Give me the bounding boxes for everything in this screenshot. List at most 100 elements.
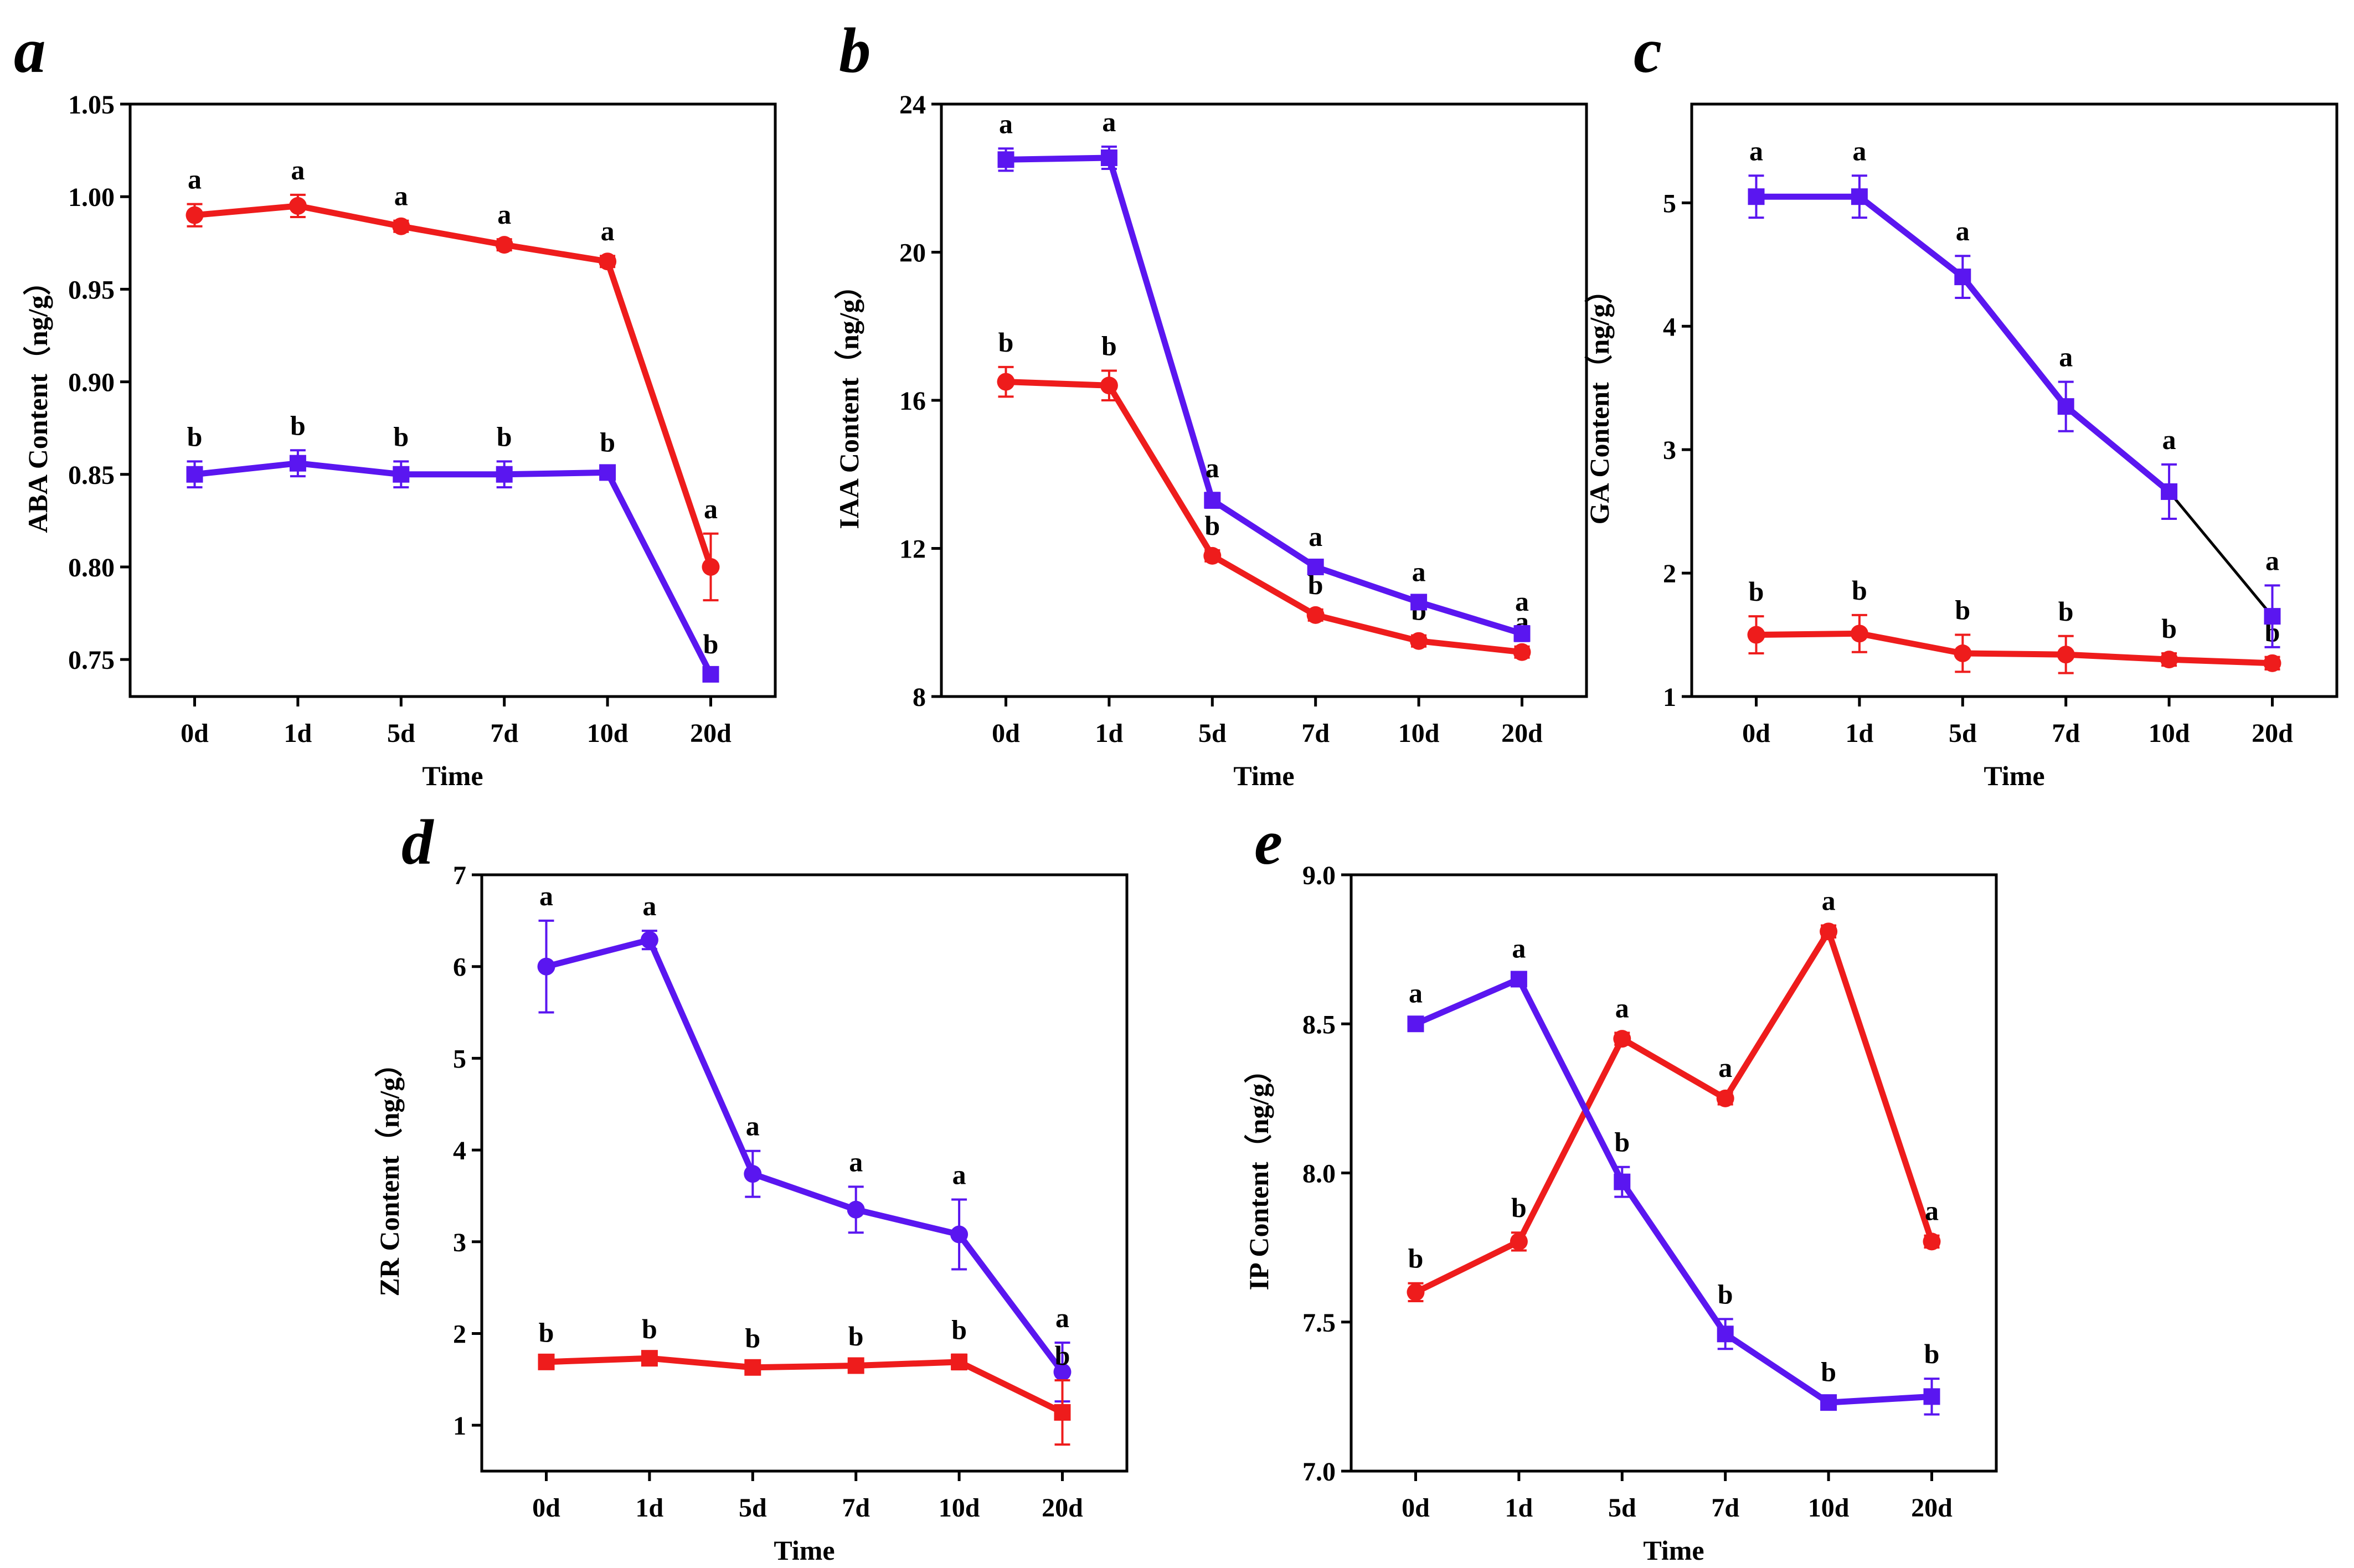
x-axis-title: Time	[1984, 760, 2044, 791]
y-tick-label: 7.5	[1302, 1308, 1336, 1338]
series-line-segment	[2167, 490, 2274, 618]
x-tick-label: 20d	[1911, 1493, 1953, 1523]
y-tick-label: 24	[899, 90, 926, 120]
significance-letter: b	[2058, 596, 2074, 627]
data-point-circle	[1510, 1232, 1528, 1251]
y-tick-label: 16	[899, 386, 926, 416]
x-tick-label: 0d	[992, 719, 1020, 748]
x-tick-label: 10d	[1398, 719, 1440, 748]
significance-letter: a	[1718, 1052, 1732, 1083]
series-line-segment	[1003, 154, 1112, 163]
series-line-segment	[604, 258, 714, 570]
data-point-circle	[1923, 1232, 1941, 1251]
significance-letter: b	[187, 421, 203, 452]
y-tick-label: 20	[899, 239, 926, 268]
data-point-circle	[1053, 1363, 1072, 1381]
significance-letter: a	[188, 164, 202, 195]
y-tick-label: 0.85	[68, 461, 115, 490]
data-point-circle	[1306, 606, 1325, 624]
series-line-segment	[1415, 638, 1525, 656]
series-line-segment	[501, 241, 611, 265]
significance-letter: b	[745, 1322, 760, 1353]
series-line-segment	[1413, 976, 1522, 1027]
data-point-circle	[1203, 546, 1222, 565]
data-point-circle	[537, 957, 555, 976]
series-line-segment	[295, 203, 404, 230]
data-point-square	[1923, 1388, 1940, 1405]
x-tick-label: 10d	[1808, 1493, 1850, 1523]
x-tick-label: 10d	[939, 1493, 980, 1523]
panel-label-d: d	[401, 807, 434, 878]
series-line-segment	[1106, 154, 1215, 504]
y-tick-label: 1.05	[68, 90, 115, 120]
x-tick-label: 10d	[2149, 719, 2190, 748]
significance-letter: a	[1206, 452, 1219, 483]
x-tick-label: 20d	[2252, 719, 2293, 748]
panel-b-iaa-chart: 8 12 16 20 24 0d 1d 5d 7d 10d 20d Time IAA Content（n…	[833, 90, 1588, 791]
series-line-segment	[398, 223, 508, 248]
series-purple: a a a a a a	[537, 880, 1072, 1403]
significance-letter: b	[1511, 1192, 1527, 1223]
x-tick-label: 7d	[1711, 1493, 1739, 1523]
data-point-circle	[1850, 625, 1868, 643]
data-point-circle	[1820, 922, 1838, 941]
y-tick-label: 12	[899, 535, 926, 564]
significance-letter: b	[703, 628, 719, 659]
data-point-square	[2057, 398, 2074, 415]
significance-letter: b	[1718, 1278, 1733, 1309]
significance-letter: a	[497, 199, 511, 230]
data-point-square	[1614, 1173, 1631, 1190]
series-line-segment	[543, 1355, 653, 1365]
significance-letter: b	[1749, 576, 1764, 607]
x-tick-label: 5d	[739, 1493, 767, 1523]
y-tick-label: 1.00	[68, 183, 115, 212]
series-line-segment	[1753, 630, 1863, 638]
significance-letter: b	[1821, 1356, 1836, 1387]
significance-letter: a	[601, 215, 615, 246]
data-point-circle	[599, 252, 617, 271]
x-tick-label: 7d	[2052, 719, 2080, 748]
series-line-segment	[2166, 656, 2275, 667]
y-axis-title: ABA Content（ng/g）	[22, 267, 53, 533]
data-point-circle	[2263, 654, 2281, 672]
data-point-square	[702, 666, 719, 683]
data-point-circle	[2057, 646, 2075, 664]
series-line-segment	[543, 937, 653, 970]
significance-letter: b	[1924, 1338, 1940, 1369]
data-point-square	[2264, 608, 2281, 625]
data-point-square	[641, 1350, 658, 1367]
significance-letter: b	[951, 1314, 967, 1345]
x-tick-label: 7d	[1301, 719, 1330, 748]
panel-a-aba-chart: 0.75 0.80 0.85 0.90 0.95 1.00 1.05 0d 1d 5d 7d 10d 2…	[22, 90, 777, 791]
series-line-segment	[295, 460, 404, 478]
plot-frame	[1690, 102, 2338, 698]
significance-letter: a	[1615, 992, 1629, 1023]
significance-letter: a	[1515, 586, 1529, 617]
y-axis-title: IP Content（ng/g）	[1243, 1056, 1274, 1291]
x-tick-label: 5d	[1198, 719, 1227, 748]
x-axis-title: Time	[1643, 1535, 1704, 1566]
x-tick-label: 10d	[587, 719, 629, 748]
y-axis-title: IAA Content（ng/g）	[833, 271, 864, 529]
significance-letter: b	[1614, 1127, 1630, 1158]
x-tick-label: 5d	[1608, 1493, 1636, 1523]
significance-letter: a	[1409, 977, 1423, 1008]
y-tick-label: 6	[453, 953, 466, 982]
data-point-circle	[186, 206, 204, 224]
series-line-segment	[604, 469, 714, 678]
data-point-square	[847, 1357, 864, 1374]
series-red: a a a a a a	[186, 154, 720, 602]
significance-letter: a	[1925, 1195, 1939, 1226]
series-line-segment	[1415, 599, 1525, 637]
data-point-square	[599, 464, 616, 481]
series-purple: b b b b b b	[186, 410, 719, 683]
data-point-circle	[1410, 632, 1428, 650]
data-point-square	[1204, 492, 1221, 509]
series-line-segment	[501, 469, 611, 478]
panel-label-b: b	[839, 16, 871, 86]
significance-letter: b	[290, 410, 306, 441]
x-tick-label: 1d	[284, 719, 312, 748]
panel-label-a: a	[14, 16, 46, 86]
